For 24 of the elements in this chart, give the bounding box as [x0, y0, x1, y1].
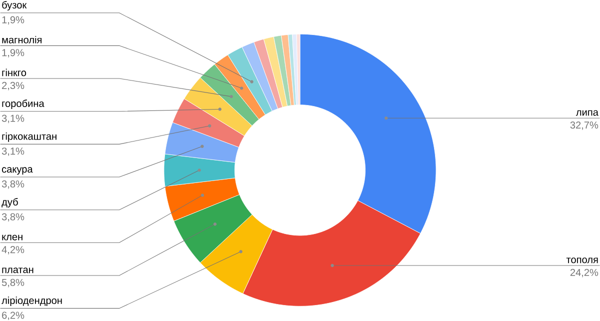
slice-label: тополя: [566, 258, 598, 264]
data-label: 32,7%: [570, 121, 598, 130]
data-label: 2,3%: [2, 82, 24, 90]
slice-label: гіркокаштан: [2, 132, 56, 142]
data-label: 5,8%: [2, 278, 24, 288]
slice-label: дуб: [2, 198, 18, 208]
slice-label: магнолія: [2, 36, 42, 44]
slice-label: горобина: [2, 100, 44, 109]
slice-label: сакура: [2, 167, 33, 175]
slice-label: липа: [576, 110, 598, 116]
data-label: 4,2%: [2, 246, 24, 254]
slice-label: гінкго: [2, 68, 26, 76]
data-label: 6,2%: [2, 312, 24, 320]
data-label: 24,2%: [570, 268, 598, 278]
data-label: 3,1%: [2, 114, 24, 124]
data-label: 1,9%: [2, 49, 24, 58]
slice-label: платан: [2, 268, 34, 274]
slice-label: бузок: [2, 1, 27, 10]
slice-label: ліріодендрон: [2, 296, 62, 306]
data-label: 1,9%: [2, 16, 24, 25]
data-label: 3,8%: [2, 213, 24, 222]
data-label: 3,1%: [2, 148, 24, 156]
data-label: 3,8%: [2, 180, 24, 189]
slice-label: клен: [2, 234, 22, 240]
